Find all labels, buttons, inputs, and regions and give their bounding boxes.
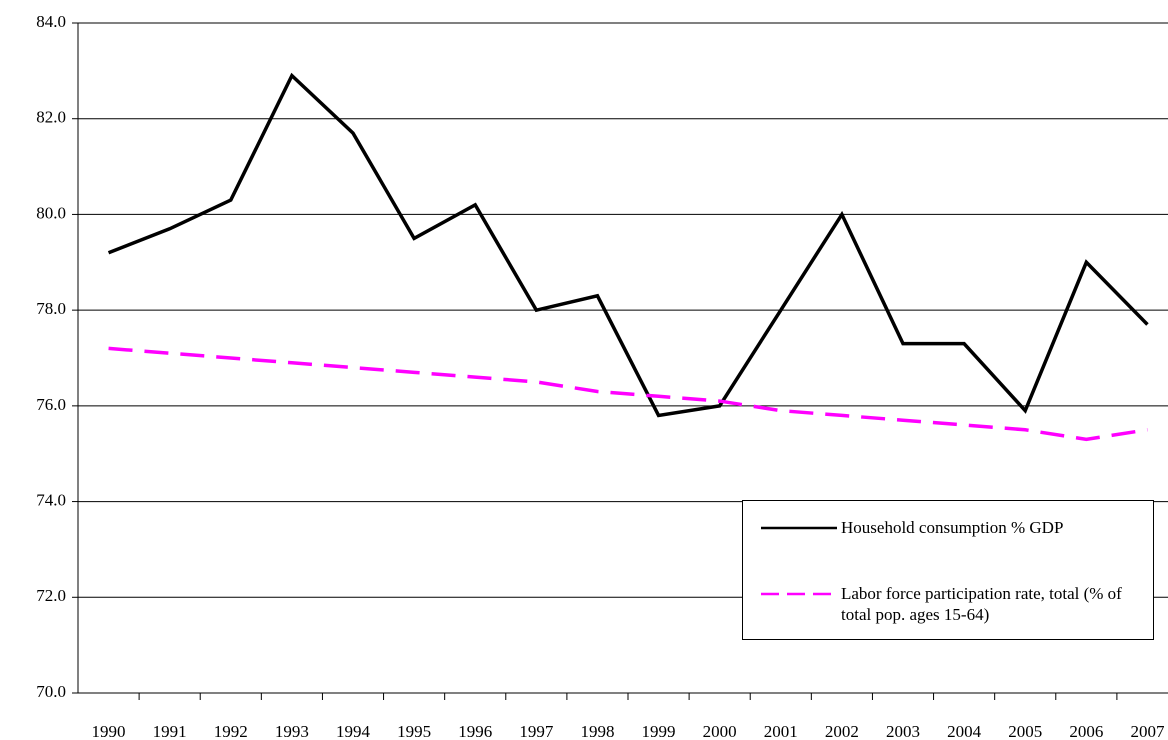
x-tick-label: 2003	[886, 722, 920, 740]
x-tick-label: 2004	[947, 722, 982, 740]
x-tick-label: 1990	[92, 722, 126, 740]
x-tick-label: 1998	[580, 722, 614, 740]
x-tick-label: 2007	[1130, 722, 1165, 740]
x-tick-label: 1996	[458, 722, 492, 740]
legend: Household consumption % GDP Labor force p…	[742, 500, 1154, 640]
y-tick-label: 80.0	[36, 203, 66, 222]
y-tick-label: 74.0	[36, 490, 66, 509]
x-tick-label: 1995	[397, 722, 431, 740]
legend-label: Household consumption % GDP	[841, 518, 1064, 537]
y-tick-label: 76.0	[36, 395, 66, 414]
series-line	[108, 346, 1148, 442]
y-tick-label: 72.0	[36, 586, 66, 605]
y-tick-label: 84.0	[36, 12, 66, 31]
x-tick-label: 1994	[336, 722, 371, 740]
legend-swatch	[761, 592, 837, 596]
x-tick-label: 2005	[1008, 722, 1042, 740]
x-tick-label: 2000	[703, 722, 737, 740]
x-tick-label: 1997	[519, 722, 554, 740]
legend-swatch	[761, 526, 837, 530]
y-tick-label: 70.0	[36, 682, 66, 701]
y-tick-label: 82.0	[36, 108, 66, 127]
x-tick-label: 1999	[642, 722, 676, 740]
legend-item: Household consumption % GDP	[761, 517, 1141, 538]
legend-label: Labor force participation rate, total (%…	[841, 584, 1122, 624]
legend-item: Labor force participation rate, total (%…	[761, 583, 1141, 625]
x-tick-label: 1991	[153, 722, 187, 740]
x-tick-label: 1992	[214, 722, 248, 740]
series-line	[107, 72, 1149, 418]
x-tick-label: 2001	[764, 722, 798, 740]
x-tick-label: 1993	[275, 722, 309, 740]
x-tick-label: 2006	[1069, 722, 1103, 740]
y-tick-label: 78.0	[36, 299, 66, 318]
x-tick-label: 2002	[825, 722, 859, 740]
